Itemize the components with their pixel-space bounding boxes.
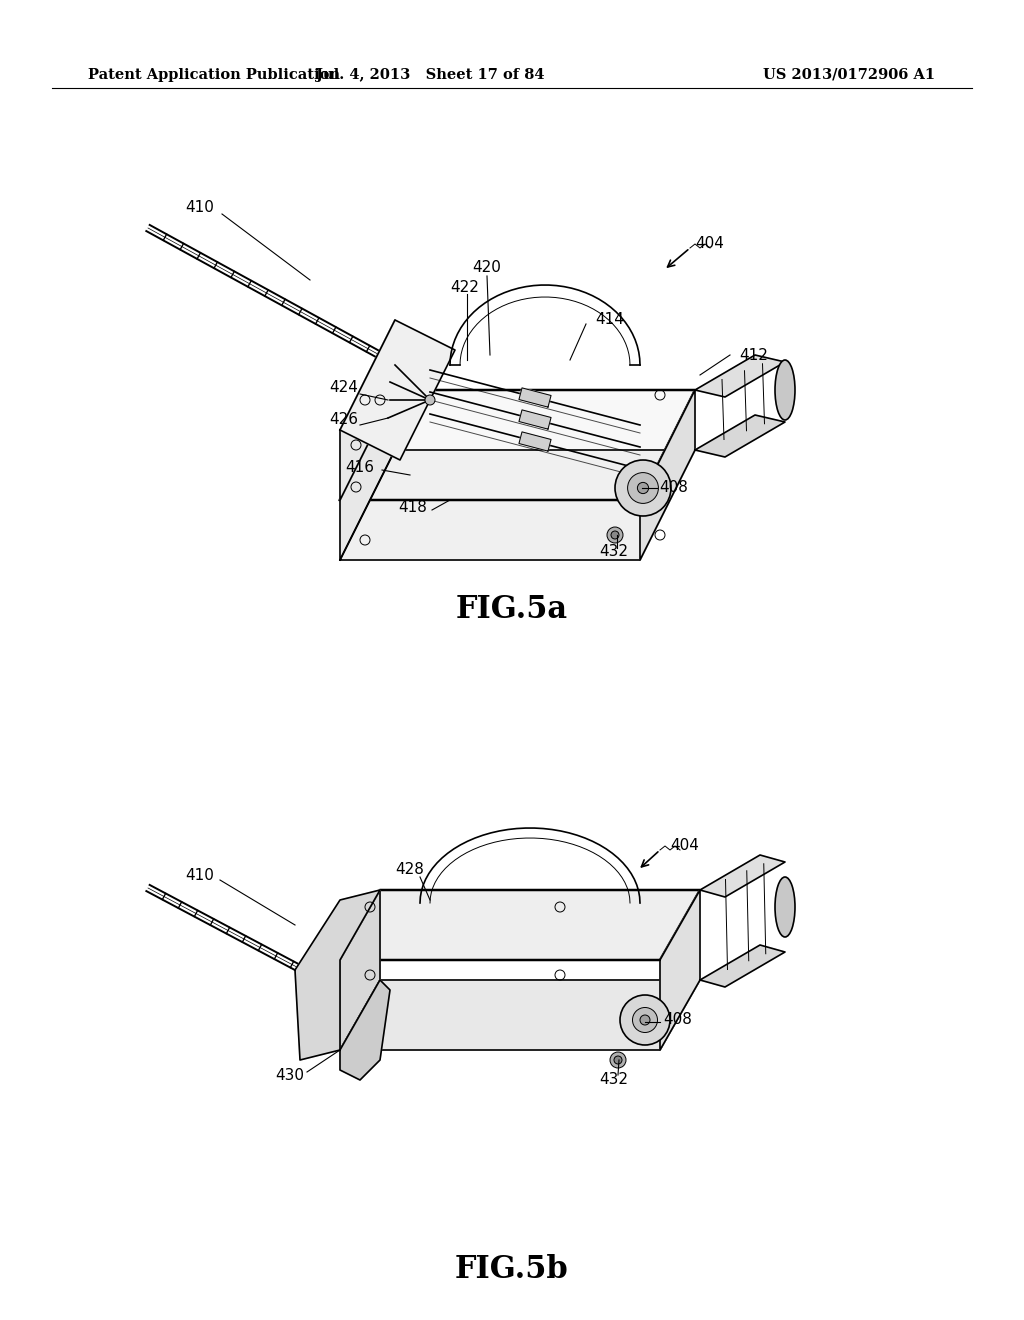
Polygon shape xyxy=(340,979,700,1049)
Text: US 2013/0172906 A1: US 2013/0172906 A1 xyxy=(763,69,935,82)
Text: 418: 418 xyxy=(398,500,427,516)
Polygon shape xyxy=(340,389,395,560)
Polygon shape xyxy=(640,389,695,560)
Circle shape xyxy=(610,1052,626,1068)
Polygon shape xyxy=(340,389,695,500)
Text: FIG.5a: FIG.5a xyxy=(456,594,568,626)
Polygon shape xyxy=(295,890,380,1060)
Polygon shape xyxy=(340,979,390,1080)
Circle shape xyxy=(425,395,435,405)
Text: 414: 414 xyxy=(596,313,625,327)
Polygon shape xyxy=(340,319,395,500)
Polygon shape xyxy=(340,890,700,960)
Polygon shape xyxy=(519,411,551,429)
Text: 424: 424 xyxy=(330,380,358,396)
Polygon shape xyxy=(340,890,380,1049)
Text: 422: 422 xyxy=(451,281,479,296)
Circle shape xyxy=(628,473,658,503)
Ellipse shape xyxy=(775,360,795,420)
Circle shape xyxy=(611,531,618,539)
Circle shape xyxy=(607,527,623,543)
Circle shape xyxy=(637,482,648,494)
Polygon shape xyxy=(660,890,700,1049)
Ellipse shape xyxy=(775,876,795,937)
Polygon shape xyxy=(695,355,785,397)
Polygon shape xyxy=(695,414,785,457)
Text: 430: 430 xyxy=(275,1068,304,1082)
Circle shape xyxy=(640,1015,650,1026)
Text: 412: 412 xyxy=(739,347,768,363)
Circle shape xyxy=(633,1007,657,1032)
Circle shape xyxy=(620,995,670,1045)
Text: 410: 410 xyxy=(185,867,214,883)
Circle shape xyxy=(615,459,671,516)
Text: 432: 432 xyxy=(599,1072,629,1088)
Text: 416: 416 xyxy=(345,461,375,475)
Polygon shape xyxy=(340,450,695,560)
Text: FIG.5b: FIG.5b xyxy=(455,1254,569,1286)
Polygon shape xyxy=(340,319,455,459)
Text: 432: 432 xyxy=(599,544,629,560)
Text: 410: 410 xyxy=(185,201,214,215)
Text: 408: 408 xyxy=(659,480,688,495)
Text: 420: 420 xyxy=(472,260,502,276)
Text: Patent Application Publication: Patent Application Publication xyxy=(88,69,340,82)
Polygon shape xyxy=(519,432,551,451)
Polygon shape xyxy=(700,855,785,898)
Text: 404: 404 xyxy=(695,235,724,251)
Text: 426: 426 xyxy=(330,412,358,428)
Text: Jul. 4, 2013   Sheet 17 of 84: Jul. 4, 2013 Sheet 17 of 84 xyxy=(315,69,544,82)
Polygon shape xyxy=(519,388,551,407)
Text: 404: 404 xyxy=(671,837,699,853)
Text: 428: 428 xyxy=(395,862,424,878)
Text: 408: 408 xyxy=(664,1012,692,1027)
Polygon shape xyxy=(700,945,785,987)
Circle shape xyxy=(614,1056,622,1064)
